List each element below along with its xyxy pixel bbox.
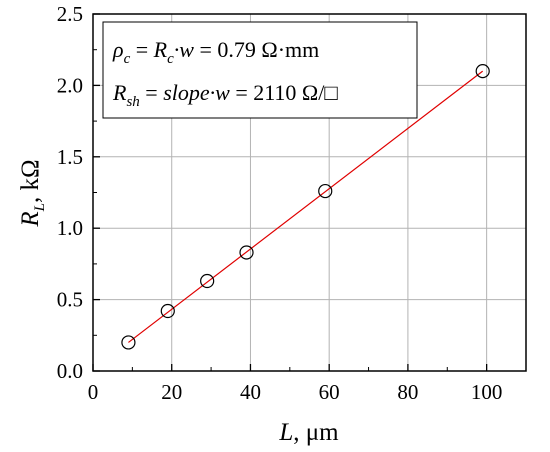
data-point <box>160 303 175 319</box>
series-layer <box>121 64 490 350</box>
slope-w: slope·w <box>163 80 230 105</box>
x-tick-label: 80 <box>397 380 418 404</box>
y-tick-label: 2.5 <box>57 2 83 26</box>
x-axis-unit: , μm <box>293 419 339 446</box>
data-point <box>318 183 333 199</box>
annotation-frame <box>102 21 418 119</box>
rho-subscript: c <box>124 51 131 67</box>
data-point <box>239 245 254 260</box>
y-axis-label: RL, kΩ <box>17 159 48 227</box>
rho-symbol: ρ <box>112 37 124 62</box>
y-tick-label: 2.0 <box>57 73 83 97</box>
annotation-line-2: Rsh = slope·w = 2110 Ω/□ <box>112 80 338 110</box>
rsh-subscript: sh <box>126 94 139 110</box>
x-axis-label: L, μm <box>278 419 339 446</box>
y-tick-label: 0.5 <box>57 288 83 312</box>
y-axis-subscript: L <box>32 203 48 212</box>
x-tick-label: 40 <box>240 380 261 404</box>
x-axis-symbol: L <box>278 419 293 446</box>
x-tick-label: 0 <box>88 380 99 404</box>
y-axis-unit: , kΩ <box>17 159 44 203</box>
x-tick-label: 60 <box>319 380 340 404</box>
equals-2: = <box>140 80 163 105</box>
y-tick-label: 1.5 <box>57 145 83 169</box>
data-point <box>121 335 136 350</box>
data-point <box>475 64 490 79</box>
fit-line <box>128 70 484 343</box>
y-tick-label: 1.0 <box>57 216 83 240</box>
rc-subscript: c <box>167 51 174 67</box>
ticks-layer: 0 20 40 60 80 100 0.0 0.5 1.0 1.5 2.0 2.5 <box>57 2 503 404</box>
contact-resistivity-value: = 0.79 Ω·mm <box>194 37 319 62</box>
equals-1: = <box>130 37 153 62</box>
annotation-box: ρc = Rc·w = 0.79 Ω·mm Rsh = slope·w = 21… <box>102 21 418 119</box>
sheet-resistance-value: = 2110 Ω/□ <box>230 80 338 105</box>
data-point <box>200 273 215 289</box>
x-tick-label: 20 <box>161 380 182 404</box>
plot-frame <box>92 13 527 372</box>
y-axis-symbol: R <box>17 211 44 227</box>
annotation-line-1: ρc = Rc·w = 0.79 Ω·mm <box>112 37 319 67</box>
rc-symbol: R <box>153 37 168 62</box>
rsh-symbol: R <box>112 80 127 105</box>
x-tick-label: 100 <box>471 380 503 404</box>
dot-w: ·w <box>174 37 195 62</box>
y-tick-label: 0.0 <box>57 359 83 383</box>
